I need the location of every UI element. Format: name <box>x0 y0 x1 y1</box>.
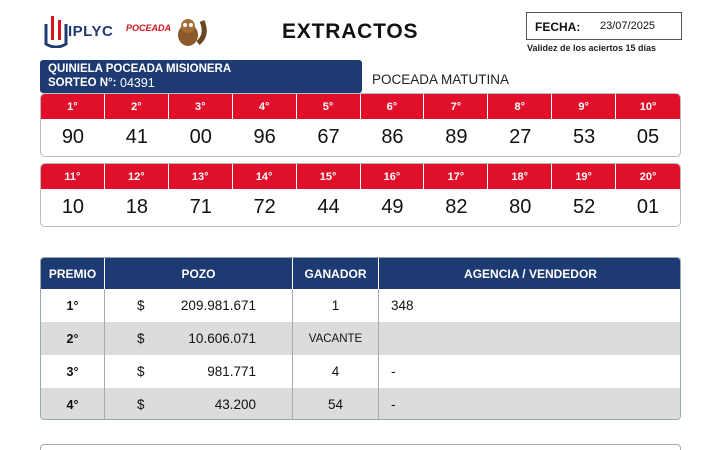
prize-rank: 2° <box>41 322 105 355</box>
results-grid-top: 1° 2° 3° 4° 5° 6° 7° 8° 9° 10° 90 41 00 … <box>40 93 681 157</box>
page-title: EXTRACTOS <box>282 20 419 43</box>
drawn-number: 96 <box>253 126 276 148</box>
position-label: 10° <box>616 94 680 119</box>
table-row: 3° $ 981.771 4 - <box>41 355 680 388</box>
prize-rank: 4° <box>41 388 105 419</box>
position-label: 6° <box>360 94 425 119</box>
poceada-logo-text: POCEADA <box>126 23 172 33</box>
drawn-number: 49 <box>381 196 404 218</box>
footer-box <box>40 444 681 450</box>
prize-amount: $ 10.606.071 <box>105 322 293 355</box>
position-label: 7° <box>424 94 489 119</box>
drawn-number: 52 <box>573 196 596 218</box>
agency-value: - <box>391 364 396 379</box>
table-row: 1° $ 209.981.671 1 348 <box>41 289 680 322</box>
position-label: 18° <box>488 164 553 189</box>
column-header-ganador: GANADOR <box>293 258 379 289</box>
column-header-pozo: POZO <box>105 258 293 289</box>
column-header-premio: PREMIO <box>41 258 105 289</box>
currency-symbol: $ <box>137 331 145 346</box>
drawn-number: 01 <box>636 196 660 218</box>
prize-table: PREMIO POZO GANADOR AGENCIA / VENDEDOR 1… <box>40 257 681 420</box>
position-label: 17° <box>424 164 489 189</box>
drawn-number: 10 <box>61 196 85 218</box>
edition-label: POCEADA MATUTINA <box>372 72 510 87</box>
drawn-number: 82 <box>445 196 468 218</box>
position-label: 11° <box>41 164 105 189</box>
prize-amount: $ 981.771 <box>105 355 293 388</box>
drawn-number: 05 <box>636 126 660 148</box>
drawn-number: 89 <box>445 126 468 148</box>
drawn-number: 27 <box>509 126 532 148</box>
drawn-number: 71 <box>189 196 212 218</box>
winner-count: 54 <box>293 388 379 419</box>
game-name: QUINIELA POCEADA MISIONERA <box>48 63 232 75</box>
agency-value: - <box>391 397 396 412</box>
validity-note: Validez de los aciertos 15 días <box>527 43 657 53</box>
position-label: 14° <box>232 164 297 189</box>
prize-table-header: PREMIO POZO GANADOR AGENCIA / VENDEDOR <box>41 258 680 289</box>
position-label: 5° <box>296 94 361 119</box>
iplyc-emblem-icon <box>44 16 68 48</box>
iplyc-logo: IPLYC POCEADA <box>44 12 214 54</box>
position-label: 1° <box>41 94 105 119</box>
position-label: 3° <box>168 94 233 119</box>
table-row: 4° $ 43.200 54 - <box>41 388 680 419</box>
currency-symbol: $ <box>137 397 145 412</box>
date-value: 23/07/2025 <box>600 20 656 32</box>
drawn-number: 80 <box>509 196 532 218</box>
drawn-number: 53 <box>573 126 596 148</box>
amount-value: 10.606.071 <box>188 331 256 346</box>
position-label: 16° <box>360 164 425 189</box>
position-label: 8° <box>488 94 553 119</box>
drawn-number: 18 <box>125 196 148 218</box>
drawn-number: 44 <box>317 196 340 218</box>
drawn-number: 00 <box>189 126 212 148</box>
position-label: 2° <box>104 94 169 119</box>
currency-symbol: $ <box>137 364 145 379</box>
date-box: FECHA: 23/07/2025 <box>526 12 682 40</box>
prize-rank: 3° <box>41 355 105 388</box>
drawn-number: 67 <box>317 126 340 148</box>
logo-text: IPLYC <box>68 23 114 40</box>
draw-number-label: SORTEO N°: <box>48 77 117 89</box>
position-label: 20° <box>616 164 680 189</box>
results-grid-bottom: 11° 12° 13° 14° 15° 16° 17° 18° 19° 20° … <box>40 163 681 227</box>
prize-rank: 1° <box>41 289 105 322</box>
drawn-number: 72 <box>253 196 276 218</box>
table-row: 2° $ 10.606.071 VACANTE <box>41 322 680 355</box>
agency-value: 348 <box>391 298 414 313</box>
amount-value: 209.981.671 <box>180 298 256 313</box>
winner-count: 4 <box>293 355 379 388</box>
amount-value: 43.200 <box>214 397 256 412</box>
game-info-box: QUINIELA POCEADA MISIONERA SORTEO N°: 04… <box>40 60 362 93</box>
drawn-number: 90 <box>61 126 85 148</box>
drawn-number: 41 <box>125 126 148 148</box>
position-label: 9° <box>552 94 617 119</box>
draw-number-value: 04391 <box>120 76 155 90</box>
position-label: 13° <box>168 164 233 189</box>
agency-value <box>379 322 680 355</box>
header: IPLYC POCEADA EXTRACTOS FECHA: 23/07/202… <box>0 0 720 60</box>
position-label: 15° <box>296 164 361 189</box>
currency-symbol: $ <box>137 298 145 313</box>
winner-count: 1 <box>293 289 379 322</box>
position-label: 4° <box>232 94 297 119</box>
prize-amount: $ 209.981.671 <box>105 289 293 322</box>
column-header-agencia: AGENCIA / VENDEDOR <box>464 266 597 281</box>
position-label: 19° <box>552 164 617 189</box>
drawn-number: 86 <box>381 126 404 148</box>
amount-value: 981.771 <box>207 364 256 379</box>
date-label: FECHA: <box>535 20 581 34</box>
winner-count: VACANTE <box>293 322 379 355</box>
prize-amount: $ 43.200 <box>105 388 293 419</box>
position-label: 12° <box>104 164 169 189</box>
mascot-icon <box>178 19 207 46</box>
